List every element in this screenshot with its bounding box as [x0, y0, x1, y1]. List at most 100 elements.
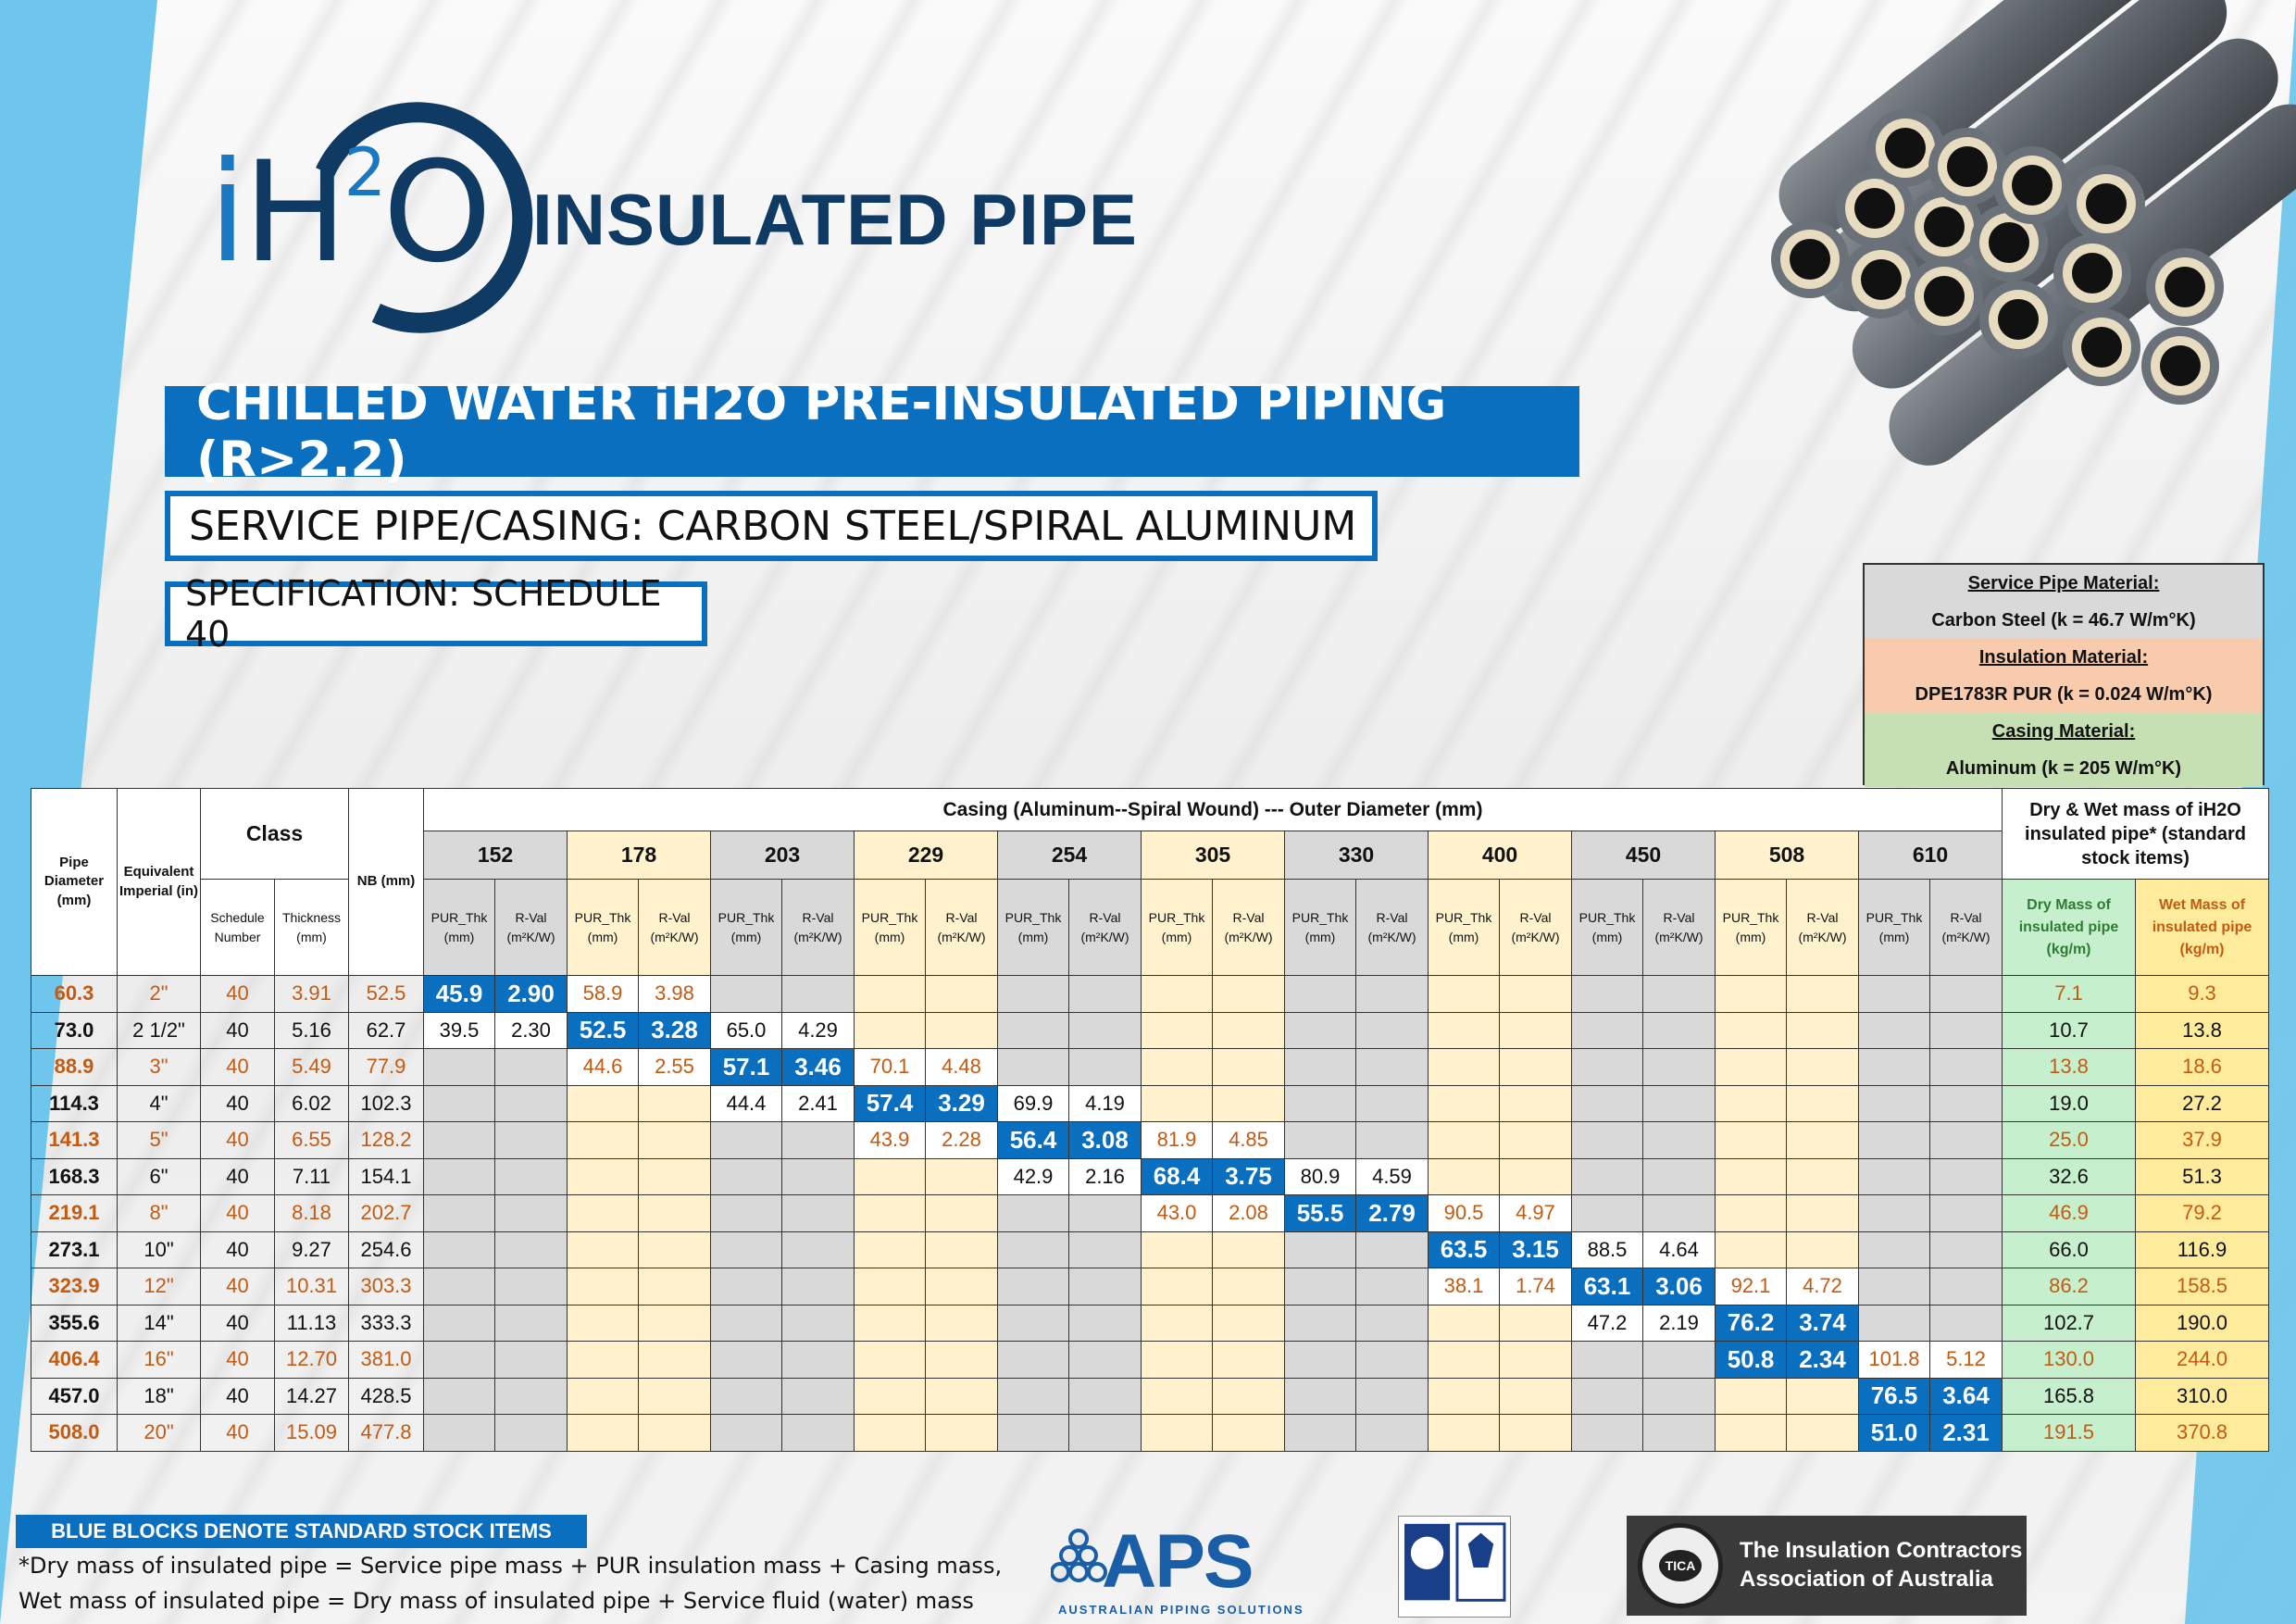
r-value-cell: 4.48	[925, 1048, 998, 1086]
empty-cell	[638, 1157, 711, 1195]
empty-cell	[1929, 1011, 2003, 1049]
iso-certification-badge-icon	[1398, 1516, 1511, 1618]
empty-cell	[925, 1157, 998, 1195]
stock-pur-thickness-cell: 63.1	[1571, 1268, 1643, 1305]
footnote-wet-mass: Wet mass of insulated pipe = Dry mass of…	[19, 1588, 974, 1614]
empty-cell	[925, 975, 998, 1013]
imperial-size-cell: 10"	[117, 1230, 201, 1268]
empty-cell	[781, 975, 855, 1013]
empty-cell	[781, 1414, 855, 1452]
empty-cell	[494, 1268, 568, 1305]
header-pipe-diameter: Pipe Diameter (mm)	[31, 788, 118, 976]
legend-bar: BLUE BLOCKS DENOTE STANDARD STOCK ITEMS	[16, 1515, 587, 1548]
empty-cell	[1786, 1084, 1859, 1122]
empty-cell	[710, 1304, 782, 1342]
pipe-diameter-cell: 88.9	[31, 1048, 118, 1086]
empty-cell	[1068, 1304, 1142, 1342]
empty-cell	[1355, 1230, 1429, 1268]
pur-thickness-cell: 81.9	[1141, 1121, 1213, 1159]
empty-cell	[1428, 1377, 1500, 1415]
casing-material-heading: Casing Material:	[1865, 713, 2263, 750]
schedule-cell: 40	[200, 1194, 275, 1232]
empty-cell	[1212, 1304, 1285, 1342]
header-wet-mass: Wet Mass of insulated pipe (kg/m)	[2135, 879, 2269, 976]
empty-cell	[1284, 1377, 1356, 1415]
empty-cell	[854, 1268, 926, 1305]
empty-cell	[1642, 1194, 1716, 1232]
stock-r-value-cell: 3.15	[1499, 1230, 1572, 1268]
empty-cell	[997, 1304, 1069, 1342]
empty-cell	[494, 1304, 568, 1342]
header-casing-od: 178	[567, 831, 711, 880]
empty-cell	[1499, 1121, 1572, 1159]
stock-r-value-cell: 3.08	[1068, 1121, 1142, 1159]
empty-cell	[1428, 1084, 1500, 1122]
header-pur-thickness: PUR_Thk (mm)	[1284, 879, 1356, 976]
empty-cell	[925, 1268, 998, 1305]
empty-cell	[1428, 1048, 1500, 1086]
empty-cell	[1715, 1048, 1787, 1086]
empty-cell	[710, 1157, 782, 1195]
wet-mass-cell: 370.8	[2135, 1414, 2269, 1452]
empty-cell	[567, 1414, 639, 1452]
r-value-cell: 2.19	[1642, 1304, 1716, 1342]
empty-cell	[1642, 1341, 1716, 1379]
nb-cell: 333.3	[348, 1304, 424, 1342]
dry-mass-cell: 66.0	[2002, 1230, 2136, 1268]
tica-name: The Insulation Contractors Association o…	[1740, 1536, 2022, 1593]
pur-thickness-cell: 90.5	[1428, 1194, 1500, 1232]
empty-cell	[1284, 1414, 1356, 1452]
stock-r-value-cell: 2.90	[494, 975, 568, 1013]
stock-r-value-cell: 3.06	[1642, 1268, 1716, 1305]
empty-cell	[638, 1230, 711, 1268]
logo-wordmark: iH2O	[208, 132, 492, 294]
wet-mass-cell: 13.8	[2135, 1011, 2269, 1049]
stock-pur-thickness-cell: 57.1	[710, 1048, 782, 1086]
empty-cell	[423, 1414, 495, 1452]
r-value-cell: 2.16	[1068, 1157, 1142, 1195]
nb-cell: 52.5	[348, 975, 424, 1013]
thickness-cell: 5.49	[274, 1048, 349, 1086]
empty-cell	[1642, 975, 1716, 1013]
header-r-value: R-Val (m²K/W)	[494, 879, 568, 976]
empty-cell	[1284, 1048, 1356, 1086]
empty-cell	[1786, 1157, 1859, 1195]
imperial-size-cell: 14"	[117, 1304, 201, 1342]
empty-cell	[1141, 1011, 1213, 1049]
dry-mass-cell: 130.0	[2002, 1341, 2136, 1379]
header-dry-mass: Dry Mass of insulated pipe (kg/m)	[2002, 879, 2136, 976]
pipe-diameter-cell: 219.1	[31, 1194, 118, 1232]
pipe-diameter-cell: 273.1	[31, 1230, 118, 1268]
empty-cell	[781, 1377, 855, 1415]
dry-mass-cell: 10.7	[2002, 1011, 2136, 1049]
empty-cell	[1284, 1011, 1356, 1049]
pur-thickness-cell: 44.4	[710, 1084, 782, 1122]
stock-pur-thickness-cell: 45.9	[423, 975, 495, 1013]
imperial-size-cell: 5"	[117, 1121, 201, 1159]
table-row: 219.1 8" 40 8.18 202.7 43.0 2.08 55.5 2.79 90.5 4.…	[31, 1194, 2269, 1232]
stock-pur-thickness-cell: 76.2	[1715, 1304, 1787, 1342]
header-casing-od: 254	[997, 831, 1142, 880]
empty-cell	[1428, 1157, 1500, 1195]
empty-cell	[925, 1414, 998, 1452]
empty-cell	[1929, 1304, 2003, 1342]
imperial-size-cell: 18"	[117, 1377, 201, 1415]
imperial-size-cell: 6"	[117, 1157, 201, 1195]
empty-cell	[1929, 1121, 2003, 1159]
thickness-cell: 10.31	[274, 1268, 349, 1305]
header-casing-od: 400	[1428, 831, 1572, 880]
empty-cell	[1929, 1157, 2003, 1195]
materials-box: Service Pipe Material: Carbon Steel (k =…	[1863, 563, 2265, 787]
empty-cell	[494, 1084, 568, 1122]
empty-cell	[1141, 1304, 1213, 1342]
stock-r-value-cell: 3.29	[925, 1084, 998, 1122]
empty-cell	[1929, 1084, 2003, 1122]
dry-mass-cell: 13.8	[2002, 1048, 2136, 1086]
empty-cell	[1428, 975, 1500, 1013]
service-pipe-banner: SERVICE PIPE/CASING: CARBON STEEL/SPIRAL…	[165, 491, 1378, 561]
stock-r-value-cell: 3.46	[781, 1048, 855, 1086]
empty-cell	[925, 1377, 998, 1415]
empty-cell	[710, 1341, 782, 1379]
empty-cell	[1212, 1048, 1285, 1086]
empty-cell	[494, 1414, 568, 1452]
